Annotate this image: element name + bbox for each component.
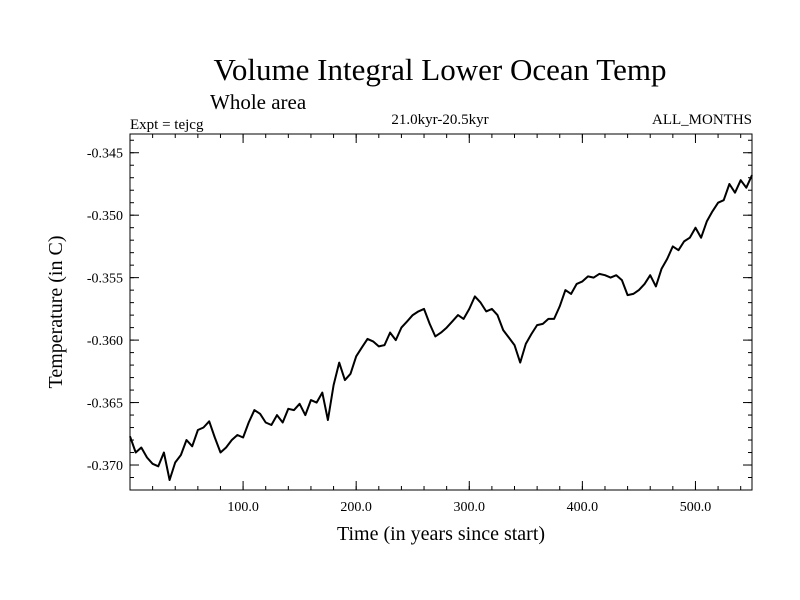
x-tick-label: 400.0 <box>567 500 599 515</box>
chart-title: Volume Integral Lower Ocean Temp <box>214 52 667 87</box>
x-tick-label: 200.0 <box>340 500 372 515</box>
axis-ticks <box>130 134 752 491</box>
axis-tick-labels: 100.0 200.0 300.0 400.0 500.0 -0.345 -0.350 -0.… <box>87 147 711 515</box>
x-tick-label: 300.0 <box>454 500 486 515</box>
y-axis-label: Temperature (in C) <box>45 236 67 389</box>
plot-frame <box>129 133 753 491</box>
y-tick-label: -0.345 <box>87 147 123 162</box>
series-line <box>129 174 753 481</box>
experiment-label: Expt = tejcg <box>130 117 204 133</box>
x-tick-label: 500.0 <box>680 500 712 515</box>
period-label: 21.0kyr-20.5kyr <box>391 112 488 128</box>
y-tick-label: -0.360 <box>87 334 123 349</box>
y-tick-label: -0.355 <box>87 272 123 287</box>
months-label: ALL_MONTHS <box>652 112 752 128</box>
y-tick-label: -0.350 <box>87 209 123 224</box>
chart-subtitle: Whole area <box>210 90 307 114</box>
x-axis-label: Time (in years since start) <box>337 523 545 545</box>
x-tick-label: 100.0 <box>227 500 259 515</box>
y-tick-label: -0.370 <box>87 459 123 474</box>
y-tick-label: -0.365 <box>87 397 123 412</box>
